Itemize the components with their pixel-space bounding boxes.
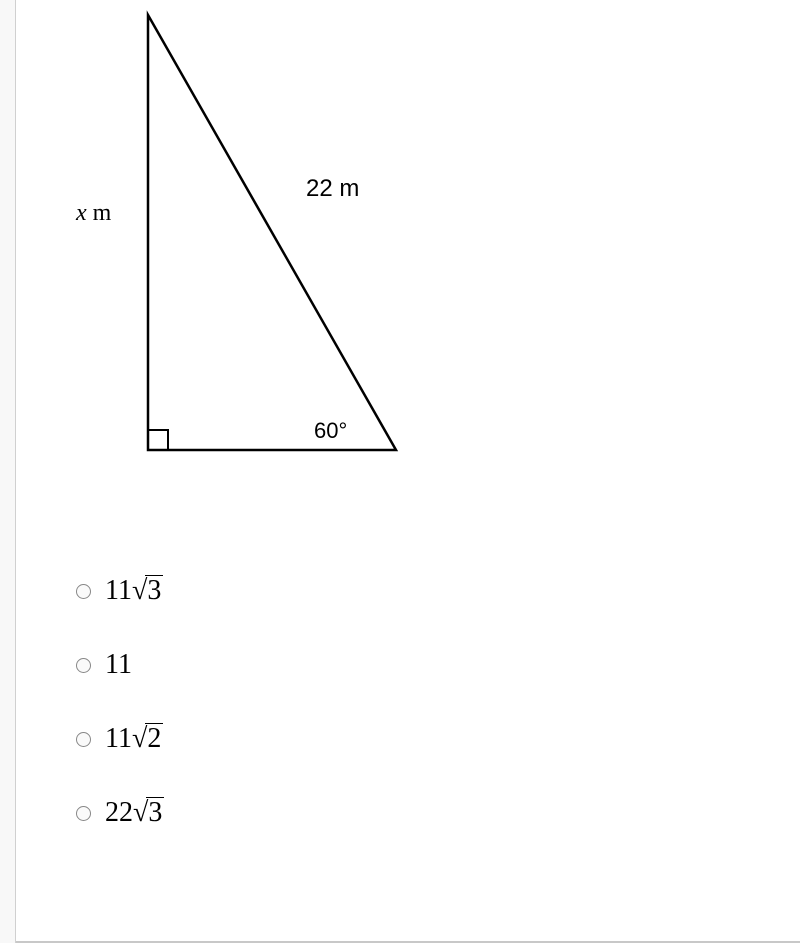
radio-icon[interactable] [76,732,91,747]
right-angle-marker [148,430,168,450]
angle-label: 60° [314,418,347,444]
variable-x: x [76,200,87,226]
side-left-label: x m [76,200,111,227]
answer-options: 11√3 11 11√2 22√3 [76,575,164,829]
radio-icon[interactable] [76,584,91,599]
unit-m-left: m [87,200,112,226]
content-area: x m 22 m 60° 11√3 11 11√2 22√3 [15,0,800,943]
radio-icon[interactable] [76,658,91,673]
option-b-prefix: 11 [105,649,132,681]
hypotenuse-label: 22 m [306,175,359,203]
option-c[interactable]: 11√2 [76,723,164,755]
option-a-prefix: 11 [105,575,132,607]
radio-icon[interactable] [76,806,91,821]
option-a[interactable]: 11√3 [76,575,164,607]
sqrt-c: √2 [132,723,163,755]
sqrt-d-content: 3 [146,797,164,829]
option-a-text: 11√3 [105,575,163,607]
sqrt-a: √3 [132,575,163,607]
sqrt-a-content: 3 [145,575,163,607]
option-c-text: 11√2 [105,723,163,755]
option-c-prefix: 11 [105,723,132,755]
triangle-diagram: x m 22 m 60° [66,0,466,480]
sqrt-d: √3 [133,797,164,829]
triangle-shape [148,15,396,450]
sqrt-c-content: 2 [145,723,163,755]
option-b-text: 11 [105,649,132,681]
option-b[interactable]: 11 [76,649,164,681]
option-d-prefix: 22 [105,797,133,829]
option-d[interactable]: 22√3 [76,797,164,829]
option-d-text: 22√3 [105,797,164,829]
triangle-svg [96,10,456,470]
